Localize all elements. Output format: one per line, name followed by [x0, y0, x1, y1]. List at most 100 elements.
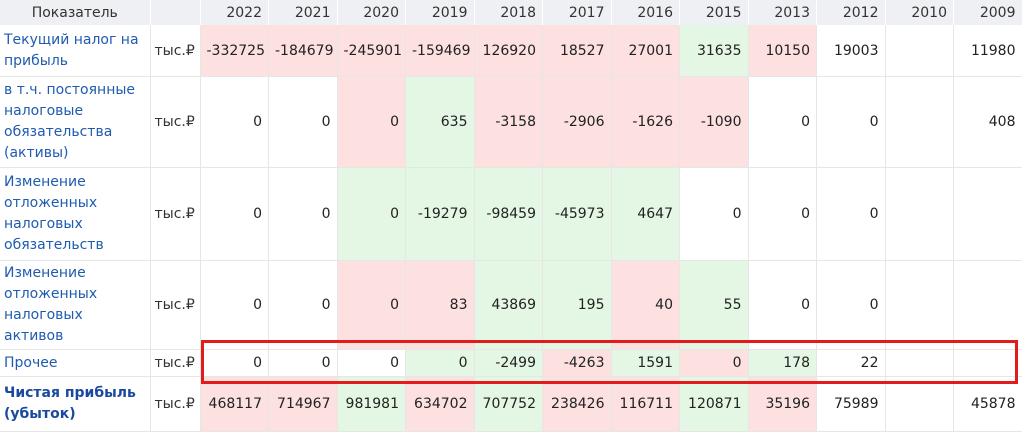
value-cell: -332725	[200, 25, 269, 77]
value-cell: 4647	[611, 168, 680, 261]
row-label-link[interactable]: Изменение отложенных налоговых обязатель…	[0, 168, 150, 261]
value-cell: 0	[269, 168, 338, 261]
value-cell: 18527	[543, 25, 612, 77]
value-cell: -1090	[680, 77, 749, 168]
value-cell	[954, 261, 1022, 350]
column-header-year[interactable]: 2018	[474, 0, 543, 25]
value-cell: 43869	[474, 261, 543, 350]
value-cell: -45973	[543, 168, 612, 261]
value-cell	[885, 350, 954, 377]
value-cell: -98459	[474, 168, 543, 261]
value-cell: -2906	[543, 77, 612, 168]
value-cell: 0	[337, 350, 406, 377]
value-cell	[885, 261, 954, 350]
row-label-link[interactable]: Прочее	[0, 350, 150, 377]
column-header-indicator[interactable]: Показатель	[0, 0, 150, 25]
value-cell: 635	[406, 77, 475, 168]
column-header-year[interactable]: 2022	[200, 0, 269, 25]
value-cell	[885, 77, 954, 168]
unit-cell: тыс.₽	[150, 25, 200, 77]
value-cell: 0	[269, 77, 338, 168]
column-header-year[interactable]: 2020	[337, 0, 406, 25]
value-cell: 40	[611, 261, 680, 350]
value-cell: 0	[269, 350, 338, 377]
value-cell	[885, 377, 954, 432]
value-cell: 0	[200, 350, 269, 377]
value-cell: 0	[200, 77, 269, 168]
value-cell: 408	[954, 77, 1022, 168]
value-cell: 468117	[200, 377, 269, 432]
unit-cell: тыс.₽	[150, 377, 200, 432]
value-cell: 22	[817, 350, 886, 377]
value-cell: 120871	[680, 377, 749, 432]
value-cell: 45878	[954, 377, 1022, 432]
value-cell: 0	[680, 350, 749, 377]
value-cell: 0	[200, 261, 269, 350]
value-cell	[954, 168, 1022, 261]
value-cell: 0	[337, 77, 406, 168]
column-header-unit	[150, 0, 200, 25]
value-cell: 10150	[748, 25, 817, 77]
value-cell: 27001	[611, 25, 680, 77]
column-header-year[interactable]: 2021	[269, 0, 338, 25]
value-cell: 19003	[817, 25, 886, 77]
value-cell: 83	[406, 261, 475, 350]
value-cell: 0	[817, 261, 886, 350]
column-header-year[interactable]: 2016	[611, 0, 680, 25]
row-label-link[interactable]: в т.ч. постоянные налоговые обязательств…	[0, 77, 150, 168]
value-cell: -245901	[337, 25, 406, 77]
value-cell: -159469	[406, 25, 475, 77]
value-cell: 0	[680, 168, 749, 261]
value-cell: 195	[543, 261, 612, 350]
value-cell: 0	[337, 168, 406, 261]
value-cell: 707752	[474, 377, 543, 432]
value-cell: 11980	[954, 25, 1022, 77]
value-cell: 55	[680, 261, 749, 350]
value-cell: -4263	[543, 350, 612, 377]
value-cell: 0	[817, 77, 886, 168]
value-cell: 0	[337, 261, 406, 350]
row-label-link[interactable]: Изменение отложенных налоговых активов	[0, 261, 150, 350]
table-row: в т.ч. постоянные налоговые обязательств…	[0, 77, 1022, 168]
column-header-year[interactable]: 2012	[817, 0, 886, 25]
value-cell: 0	[406, 350, 475, 377]
value-cell: -19279	[406, 168, 475, 261]
value-cell: 126920	[474, 25, 543, 77]
value-cell: 31635	[680, 25, 749, 77]
table-row: Изменение отложенных налоговых обязатель…	[0, 168, 1022, 261]
header-row: Показатель 2022 2021 2020 2019 2018 2017…	[0, 0, 1022, 25]
unit-cell: тыс.₽	[150, 261, 200, 350]
value-cell: 0	[817, 168, 886, 261]
unit-cell: тыс.₽	[150, 77, 200, 168]
unit-cell: тыс.₽	[150, 350, 200, 377]
value-cell: 634702	[406, 377, 475, 432]
value-cell: 75989	[817, 377, 886, 432]
value-cell: 1591	[611, 350, 680, 377]
value-cell: 0	[748, 77, 817, 168]
column-header-year[interactable]: 2019	[406, 0, 475, 25]
column-header-year[interactable]: 2009	[954, 0, 1022, 25]
value-cell	[885, 25, 954, 77]
column-header-year[interactable]: 2015	[680, 0, 749, 25]
value-cell: 0	[200, 168, 269, 261]
value-cell	[885, 168, 954, 261]
value-cell: 0	[269, 261, 338, 350]
value-cell: 238426	[543, 377, 612, 432]
value-cell: 0	[748, 168, 817, 261]
row-label-link[interactable]: Чистая прибыль (убыток)	[0, 377, 150, 432]
column-header-year[interactable]: 2013	[748, 0, 817, 25]
value-cell: -2499	[474, 350, 543, 377]
unit-cell: тыс.₽	[150, 168, 200, 261]
column-header-year[interactable]: 2017	[543, 0, 612, 25]
value-cell: -1626	[611, 77, 680, 168]
row-label-link[interactable]: Текущий налог на прибыль	[0, 25, 150, 77]
column-header-year[interactable]: 2010	[885, 0, 954, 25]
value-cell: 0	[748, 261, 817, 350]
value-cell	[954, 350, 1022, 377]
value-cell: 35196	[748, 377, 817, 432]
